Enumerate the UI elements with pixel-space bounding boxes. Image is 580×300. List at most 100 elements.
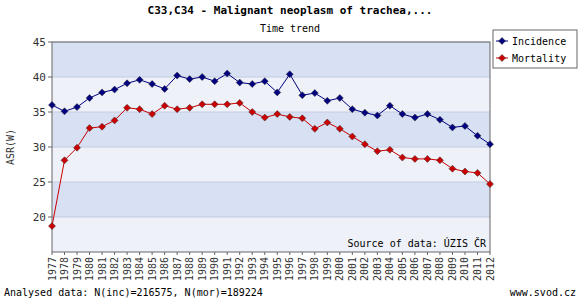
point <box>99 89 106 96</box>
y-tick <box>48 182 52 183</box>
point <box>299 115 306 122</box>
x-tick-label: 1995 <box>272 257 283 281</box>
x-tick <box>377 252 378 255</box>
y-tick-label: 30 <box>33 141 46 154</box>
point <box>124 80 131 87</box>
y-axis-label: ASR(W) <box>5 129 16 165</box>
point <box>136 76 143 83</box>
x-tick-label: 2011 <box>472 257 483 281</box>
point <box>461 168 468 175</box>
grid-line <box>52 217 490 218</box>
point <box>261 114 268 121</box>
y-tick-label: 25 <box>33 176 46 189</box>
point <box>186 104 193 111</box>
point <box>487 181 494 188</box>
x-tick-label: 1979 <box>72 257 83 281</box>
point <box>399 154 406 161</box>
point <box>224 101 231 108</box>
x-tick <box>89 252 90 255</box>
point <box>161 85 168 92</box>
point <box>174 72 181 79</box>
x-tick-label: 2000 <box>334 257 345 281</box>
grid-band <box>52 217 490 252</box>
point <box>336 95 343 102</box>
grid-band <box>52 182 490 217</box>
x-tick-label: 2005 <box>397 257 408 281</box>
point <box>61 108 68 115</box>
x-tick <box>352 252 353 255</box>
x-tick <box>127 252 128 255</box>
x-tick <box>289 252 290 255</box>
point <box>49 223 56 230</box>
point <box>136 106 143 113</box>
legend-marker <box>499 38 506 45</box>
x-tick <box>152 252 153 255</box>
y-tick <box>48 217 52 218</box>
y-tick <box>48 112 52 113</box>
point <box>249 81 256 88</box>
point <box>111 86 118 93</box>
y-tick-label: 20 <box>33 211 46 224</box>
data-group <box>49 70 494 230</box>
grid-band <box>52 42 490 77</box>
x-tick <box>364 252 365 255</box>
x-tick <box>77 252 78 255</box>
legend-box <box>493 30 577 68</box>
point <box>324 119 331 126</box>
x-tick <box>252 252 253 255</box>
x-tick-label: 1983 <box>122 257 133 281</box>
plot-frame <box>52 42 490 252</box>
x-tick-label: 1994 <box>259 257 270 281</box>
point <box>336 125 343 132</box>
x-tick <box>277 252 278 255</box>
point <box>74 144 81 151</box>
x-tick <box>427 252 428 255</box>
x-tick <box>327 252 328 255</box>
x-tick <box>402 252 403 255</box>
point <box>224 70 231 77</box>
y-tick <box>48 42 52 43</box>
x-tick-label: 1980 <box>84 257 95 281</box>
point <box>249 109 256 116</box>
x-tick <box>389 252 390 255</box>
point <box>324 97 331 104</box>
point <box>199 74 206 81</box>
legend-label: Incidence <box>512 36 566 47</box>
title: C33,C34 - Malignant neoplasm of trachea,… <box>148 4 433 17</box>
x-tick <box>189 252 190 255</box>
x-tick-label: 1985 <box>147 257 158 281</box>
x-tick-label: 1982 <box>109 257 120 281</box>
x-tick <box>164 252 165 255</box>
point <box>149 111 156 118</box>
x-tick <box>102 252 103 255</box>
x-tick-label: 1999 <box>322 257 333 281</box>
x-tick-label: 1989 <box>197 257 208 281</box>
x-tick-label: 2012 <box>485 257 496 281</box>
point <box>487 141 494 148</box>
x-tick-label: 1988 <box>184 257 195 281</box>
point <box>286 71 293 78</box>
legend-label: Mortality <box>512 53 566 64</box>
chart: 2025303540451977197819791980198119821983… <box>0 0 580 300</box>
series-line <box>52 74 490 145</box>
x-tick-label: 1997 <box>297 257 308 281</box>
x-tick-label: 1991 <box>222 257 233 281</box>
y-tick <box>48 147 52 148</box>
point <box>261 78 268 85</box>
point <box>361 141 368 148</box>
x-tick-label: 1977 <box>47 257 58 281</box>
grid-line <box>52 147 490 148</box>
point <box>461 123 468 130</box>
point <box>386 146 393 153</box>
point <box>424 155 431 162</box>
point <box>349 133 356 140</box>
point <box>449 165 456 172</box>
x-tick <box>227 252 228 255</box>
x-tick-label: 2002 <box>359 257 370 281</box>
x-tick <box>464 252 465 255</box>
point <box>161 102 168 109</box>
x-tick-label: 2009 <box>447 257 458 281</box>
grid-line <box>52 77 490 78</box>
point <box>374 112 381 119</box>
x-tick <box>339 252 340 255</box>
